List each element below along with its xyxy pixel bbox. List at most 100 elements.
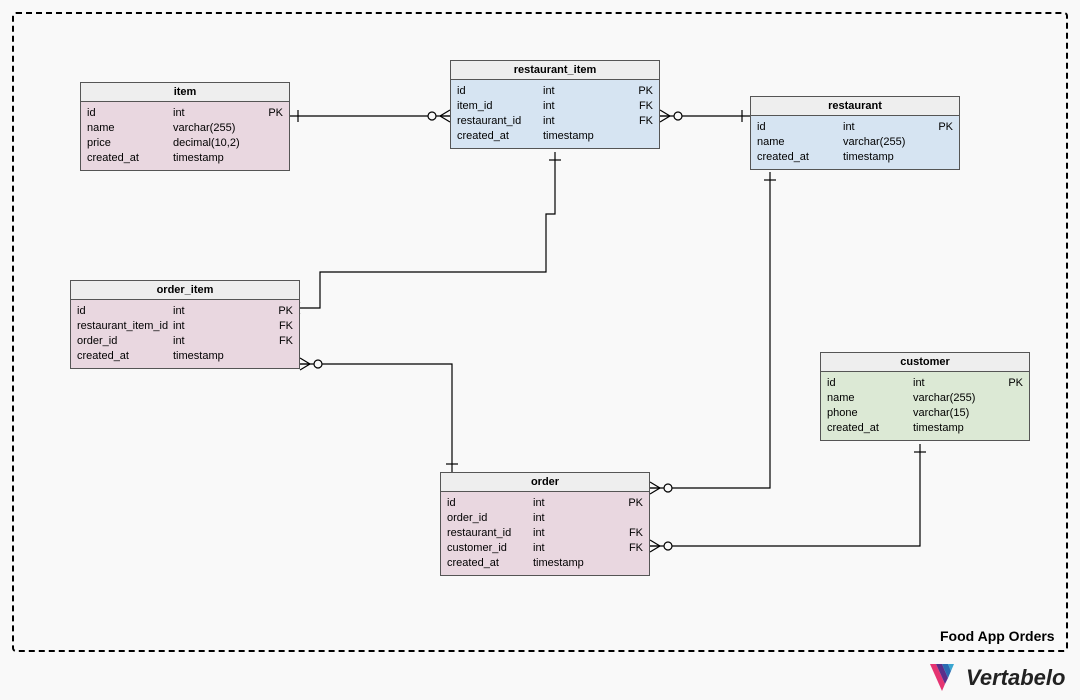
entity-body: idintPKname varchar(255) created_at timesta… (751, 116, 959, 169)
column-row: idintPK (757, 120, 953, 135)
column-row: created_at timestamp (87, 151, 283, 166)
column-row: idintPK (457, 84, 653, 99)
column-row: created_at timestamp (77, 349, 293, 364)
column-name: id (447, 496, 529, 511)
column-key (929, 150, 953, 165)
entity-body: idint PKorder_idintrestaurant_id int FK cust… (441, 492, 649, 575)
entity-header: order_item (71, 281, 299, 300)
entity-order[interactable]: order idint PKorder_idintrestaurant_id int F… (440, 472, 650, 576)
vertabelo-logo-icon (930, 664, 960, 692)
column-name: created_at (77, 349, 169, 364)
column-row: name varchar(255) (757, 135, 953, 150)
column-name: name (757, 135, 839, 150)
column-key (999, 406, 1023, 421)
column-name: restaurant_item_id (77, 319, 169, 334)
column-name: created_at (87, 151, 169, 166)
column-type: int (533, 496, 615, 511)
column-type: int (173, 319, 265, 334)
entity-body: idint PK restaurant_item_id int FKorder_idin… (71, 300, 299, 368)
column-type: varchar(255) (843, 135, 925, 150)
entity-restaurant[interactable]: restaurantidintPKnamevarchar(255)created… (750, 96, 960, 170)
column-row: item_id int FK (457, 99, 653, 114)
column-key (619, 511, 643, 526)
column-key: FK (629, 99, 653, 114)
column-type: int (533, 526, 615, 541)
vertabelo-logo: Vertabelo (930, 664, 1065, 692)
column-type: int (173, 304, 265, 319)
column-key (259, 136, 283, 151)
column-key: PK (619, 496, 643, 511)
column-key: FK (269, 319, 293, 334)
column-name: id (457, 84, 539, 99)
column-row: created_at timestamp (757, 150, 953, 165)
column-key (259, 151, 283, 166)
entity-body: idintPKitem_idintFKrestaurant_idintFKcre… (451, 80, 659, 148)
column-name: id (827, 376, 909, 391)
column-row: phonevarchar(15) (827, 406, 1023, 421)
column-row: restaurant_item_id int FK (77, 319, 293, 334)
column-name: restaurant_id (447, 526, 529, 541)
column-name: restaurant_id (457, 114, 539, 129)
column-row: created_attimestamp (827, 421, 1023, 436)
column-row: idint PK (77, 304, 293, 319)
column-type: int (913, 376, 995, 391)
entity-item[interactable]: item idint PK name varchar(255) price decimal(… (80, 82, 290, 171)
column-row: created_at timestamp (457, 129, 653, 144)
column-name: id (87, 106, 169, 121)
column-key (629, 129, 653, 144)
entity-body: idint PK name varchar(255) price decimal(10,2… (81, 102, 289, 170)
entity-header: order (441, 473, 649, 492)
column-name: created_at (447, 556, 529, 571)
column-type: int (533, 511, 615, 526)
entity-body: idintPKname varchar(255)phonevarchar(15)c… (821, 372, 1029, 440)
column-row: created_at timestamp (447, 556, 643, 571)
column-name: created_at (827, 421, 909, 436)
column-name: price (87, 136, 169, 151)
entity-restaurant_item[interactable]: restaurant_itemidintPKitem_idintFKrestau… (450, 60, 660, 149)
column-row: order_idint (447, 511, 643, 526)
column-type: timestamp (543, 129, 625, 144)
entity-header: item (81, 83, 289, 102)
column-type: timestamp (173, 349, 265, 364)
column-name: created_at (457, 129, 539, 144)
entity-order_item[interactable]: order_itemidint PK restaurant_item_id int FK… (70, 280, 300, 369)
column-key: FK (619, 541, 643, 556)
column-row: name varchar(255) (87, 121, 283, 136)
column-type: timestamp (843, 150, 925, 165)
column-type: varchar(15) (913, 406, 995, 421)
column-key: PK (259, 106, 283, 121)
diagram-title: Food App Orders (940, 628, 1055, 644)
entity-header: restaurant_item (451, 61, 659, 80)
column-name: id (757, 120, 839, 135)
column-type: decimal(10,2) (173, 136, 255, 151)
column-key (259, 121, 283, 136)
column-type: timestamp (173, 151, 255, 166)
column-type: varchar(255) (173, 121, 255, 136)
column-key: FK (269, 334, 293, 349)
entity-header: restaurant (751, 97, 959, 116)
column-key (999, 391, 1023, 406)
column-name: name (827, 391, 909, 406)
column-row: name varchar(255) (827, 391, 1023, 406)
column-key: FK (629, 114, 653, 129)
column-type: int (173, 106, 255, 121)
column-type: int (543, 114, 625, 129)
column-key: PK (269, 304, 293, 319)
column-row: order_idintFK (77, 334, 293, 349)
column-row: restaurant_idintFK (447, 526, 643, 541)
column-name: name (87, 121, 169, 136)
column-type: timestamp (533, 556, 615, 571)
column-row: restaurant_id int FK (457, 114, 653, 129)
column-key (929, 135, 953, 150)
column-type: int (543, 99, 625, 114)
column-row: idintPK (827, 376, 1023, 391)
entity-customer[interactable]: customer idintPKname varchar(255)phonevarc… (820, 352, 1030, 441)
column-key (269, 349, 293, 364)
column-type: varchar(255) (913, 391, 995, 406)
column-name: item_id (457, 99, 539, 114)
column-name: id (77, 304, 169, 319)
column-name: created_at (757, 150, 839, 165)
vertabelo-logo-text: Vertabelo (966, 665, 1065, 691)
entity-header: customer (821, 353, 1029, 372)
column-name: customer_id (447, 541, 529, 556)
